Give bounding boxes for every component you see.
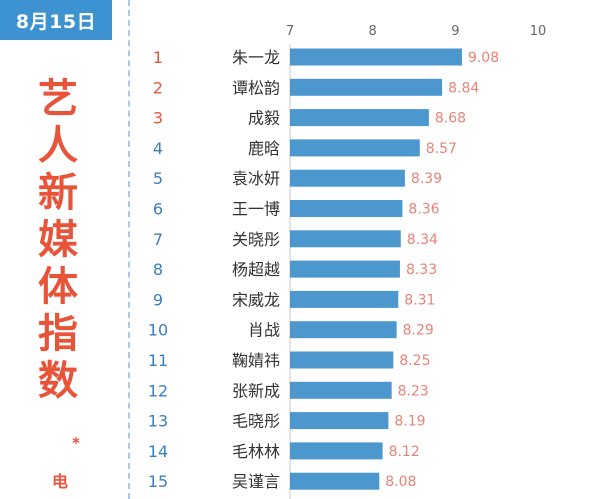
bar bbox=[290, 412, 389, 430]
x-tick-label: 9 bbox=[451, 24, 459, 39]
name-label: 成毅 bbox=[248, 109, 280, 128]
bar bbox=[290, 290, 399, 308]
title-char: 新 bbox=[38, 170, 78, 216]
title-char: 指 bbox=[38, 311, 78, 357]
bar bbox=[290, 260, 400, 278]
name-label: 朱一龙 bbox=[232, 48, 280, 67]
name-label: 杨超越 bbox=[232, 260, 280, 279]
rank-label: 3 bbox=[153, 109, 163, 128]
value-label: 8.68 bbox=[435, 111, 466, 127]
rank-label: 1 bbox=[153, 48, 163, 67]
rank-label: 14 bbox=[148, 442, 168, 461]
bar bbox=[290, 169, 405, 187]
title-char: 艺 bbox=[38, 76, 78, 122]
x-tick-label: 8 bbox=[369, 24, 377, 39]
title-char: 人 bbox=[38, 123, 78, 169]
x-tick-label: 10 bbox=[530, 24, 547, 39]
bar bbox=[290, 139, 420, 157]
rank-label: 5 bbox=[153, 169, 163, 188]
value-label: 8.31 bbox=[404, 292, 435, 308]
title-char: 数 bbox=[38, 358, 78, 404]
value-label: 8.33 bbox=[406, 262, 437, 278]
value-label: 8.39 bbox=[411, 171, 442, 187]
dashed-divider bbox=[128, 0, 130, 499]
bar bbox=[290, 472, 380, 490]
name-label: 毛晓彤 bbox=[232, 412, 280, 431]
title-char: 体 bbox=[38, 264, 78, 310]
name-label: 肖战 bbox=[248, 321, 280, 340]
value-label: 8.57 bbox=[426, 141, 457, 157]
rank-label: 7 bbox=[153, 230, 163, 249]
rank-label: 8 bbox=[153, 260, 163, 279]
name-label: 袁冰妍 bbox=[232, 169, 280, 188]
rank-label: 13 bbox=[148, 412, 168, 431]
name-label: 关晓彤 bbox=[232, 230, 280, 249]
name-label: 毛林林 bbox=[232, 442, 280, 461]
value-label: 8.29 bbox=[403, 323, 434, 339]
bar bbox=[290, 351, 394, 369]
name-label: 鹿晗 bbox=[248, 139, 280, 158]
bar bbox=[290, 230, 401, 248]
footnote-text: 电 bbox=[52, 472, 69, 491]
name-label: 鞠婧祎 bbox=[232, 351, 280, 370]
value-label: 8.34 bbox=[407, 232, 438, 248]
bar bbox=[290, 321, 397, 339]
rank-label: 11 bbox=[148, 351, 168, 370]
title-char: 媒 bbox=[38, 217, 78, 263]
rank-label: 4 bbox=[153, 139, 163, 158]
x-tick-label: 7 bbox=[286, 24, 294, 39]
value-label: 8.12 bbox=[389, 444, 420, 460]
bar bbox=[290, 442, 383, 460]
rank-label: 6 bbox=[153, 200, 163, 219]
rank-label: 2 bbox=[153, 78, 163, 97]
name-label: 吴谨言 bbox=[232, 472, 280, 491]
value-label: 9.08 bbox=[468, 50, 499, 66]
chart-title: 艺 人 新 媒 体 指 数 bbox=[30, 76, 86, 405]
value-label: 8.08 bbox=[385, 474, 416, 490]
bar bbox=[290, 78, 443, 96]
value-label: 8.23 bbox=[398, 383, 429, 399]
footnote-star: * bbox=[72, 434, 80, 452]
rank-label: 9 bbox=[153, 290, 163, 309]
bar bbox=[290, 109, 429, 127]
value-label: 8.19 bbox=[394, 414, 425, 430]
name-label: 谭松韵 bbox=[232, 78, 280, 97]
bar bbox=[290, 48, 462, 66]
rank-label: 10 bbox=[148, 321, 168, 340]
value-label: 8.25 bbox=[399, 353, 430, 369]
name-label: 王一博 bbox=[232, 200, 280, 219]
bar bbox=[290, 381, 392, 399]
name-label: 宋威龙 bbox=[232, 290, 280, 309]
value-label: 8.36 bbox=[408, 202, 439, 218]
value-label: 8.84 bbox=[448, 80, 479, 96]
date-badge: 8月15日 bbox=[0, 0, 112, 40]
rank-label: 12 bbox=[148, 381, 168, 400]
bar bbox=[290, 200, 403, 217]
name-label: 张新成 bbox=[232, 381, 280, 400]
rank-label: 15 bbox=[148, 472, 168, 491]
